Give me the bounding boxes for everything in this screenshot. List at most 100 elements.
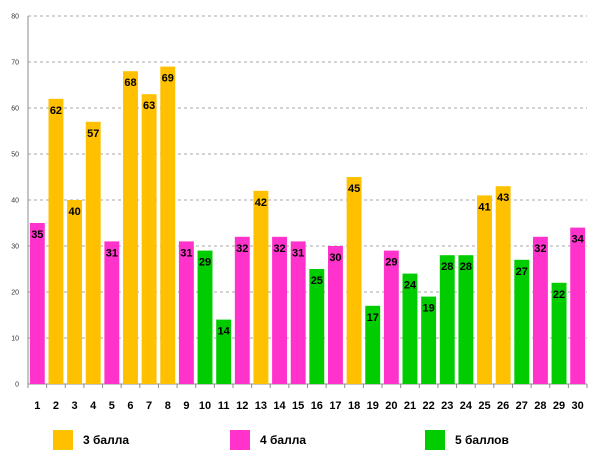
x-tick-label: 25 xyxy=(478,400,490,412)
bar xyxy=(29,223,45,384)
x-tick-label: 15 xyxy=(292,400,304,412)
data-label: 31 xyxy=(292,247,304,259)
x-tick-label: 23 xyxy=(441,400,453,412)
bar xyxy=(551,282,567,384)
data-label: 28 xyxy=(441,261,453,273)
data-label: 25 xyxy=(311,275,323,287)
x-tick-label: 28 xyxy=(534,400,546,412)
data-label: 14 xyxy=(218,326,231,338)
x-tick-label: 7 xyxy=(146,400,152,412)
bar xyxy=(160,66,176,384)
data-label: 32 xyxy=(273,243,285,255)
bar xyxy=(346,177,362,384)
bar xyxy=(178,241,194,384)
bar xyxy=(234,236,250,384)
x-tick-label: 5 xyxy=(109,400,115,412)
legend: 3 балла 4 балла 5 баллов xyxy=(0,427,593,453)
legend-swatch-3-balla xyxy=(53,430,73,450)
bar xyxy=(216,319,232,384)
data-label: 22 xyxy=(553,289,565,301)
data-label: 57 xyxy=(87,128,99,140)
bar xyxy=(141,94,157,384)
x-tick-label: 13 xyxy=(255,400,267,412)
x-tick-label: 3 xyxy=(72,400,78,412)
bar xyxy=(458,255,474,384)
x-tick-label: 1 xyxy=(34,400,40,412)
x-tick-label: 11 xyxy=(218,400,230,412)
data-label: 32 xyxy=(236,243,248,255)
y-tick-label: 0 xyxy=(15,382,19,389)
bar-chart: 0102030405060708035162240357431568663769… xyxy=(11,14,588,412)
bar xyxy=(532,236,548,384)
data-label: 40 xyxy=(68,206,80,218)
y-tick-label: 20 xyxy=(11,290,19,297)
data-label: 27 xyxy=(516,266,528,278)
bar xyxy=(123,71,138,384)
y-tick-label: 40 xyxy=(11,198,19,205)
data-label: 62 xyxy=(50,105,62,117)
bar xyxy=(253,190,269,384)
x-tick-label: 16 xyxy=(311,400,323,412)
data-label: 69 xyxy=(162,73,174,85)
data-label: 42 xyxy=(255,197,267,209)
legend-label-4-balla: 4 балла xyxy=(260,433,307,447)
legend-swatch-5-ballov xyxy=(425,430,445,450)
x-tick-label: 14 xyxy=(273,400,286,412)
bar xyxy=(570,227,586,384)
legend-swatch-4-balla xyxy=(230,430,250,450)
data-label: 31 xyxy=(180,247,192,259)
x-tick-label: 24 xyxy=(460,400,473,412)
bar xyxy=(104,241,120,384)
bar xyxy=(402,273,418,384)
bar xyxy=(421,296,437,384)
data-label: 30 xyxy=(329,252,341,264)
y-tick-label: 80 xyxy=(11,14,19,21)
data-label: 28 xyxy=(460,261,472,273)
bar xyxy=(48,98,64,385)
x-tick-label: 17 xyxy=(329,400,341,412)
legend-item-5-ballov: 5 баллов xyxy=(425,427,509,453)
x-tick-label: 20 xyxy=(385,400,397,412)
bar xyxy=(85,121,101,385)
data-label: 31 xyxy=(106,247,118,259)
data-label: 24 xyxy=(404,280,417,292)
bar xyxy=(272,236,288,384)
bar xyxy=(495,186,511,384)
bar xyxy=(309,269,325,384)
data-label: 32 xyxy=(534,243,546,255)
data-label: 34 xyxy=(572,234,585,246)
data-label: 29 xyxy=(385,257,397,269)
x-tick-label: 2 xyxy=(53,400,59,412)
x-tick-label: 29 xyxy=(553,400,565,412)
x-tick-label: 6 xyxy=(127,400,133,412)
data-label: 17 xyxy=(367,312,379,324)
bar xyxy=(477,195,492,384)
x-tick-label: 4 xyxy=(90,400,97,412)
x-tick-label: 30 xyxy=(572,400,584,412)
y-tick-label: 50 xyxy=(11,152,19,159)
x-tick-label: 26 xyxy=(497,400,509,412)
x-tick-label: 22 xyxy=(422,400,434,412)
bar xyxy=(290,241,306,384)
data-label: 45 xyxy=(348,183,360,195)
data-label: 41 xyxy=(478,201,490,213)
legend-item-4-balla: 4 балла xyxy=(230,427,306,453)
bar xyxy=(439,255,455,384)
bar xyxy=(67,200,83,384)
legend-label-5-ballov: 5 баллов xyxy=(455,433,509,447)
legend-label-3-balla: 3 балла xyxy=(83,433,130,447)
bar xyxy=(197,250,213,384)
x-tick-label: 18 xyxy=(348,400,360,412)
x-tick-label: 12 xyxy=(236,400,248,412)
data-label: 19 xyxy=(422,303,434,315)
bar xyxy=(383,250,399,384)
data-label: 68 xyxy=(124,77,136,89)
x-tick-label: 8 xyxy=(165,400,171,412)
x-tick-label: 9 xyxy=(183,400,189,412)
y-tick-label: 30 xyxy=(11,244,19,251)
data-label: 29 xyxy=(199,257,211,269)
bar xyxy=(365,305,381,384)
legend-item-3-balla: 3 балла xyxy=(53,427,129,453)
data-label: 43 xyxy=(497,192,509,204)
data-label: 63 xyxy=(143,100,155,112)
